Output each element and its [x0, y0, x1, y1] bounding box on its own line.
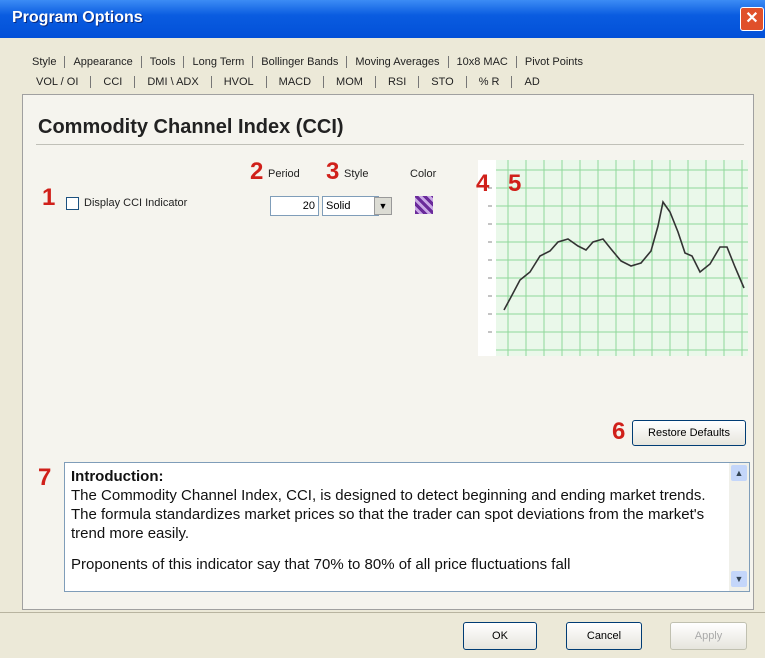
separator — [0, 612, 765, 613]
tab[interactable]: % R — [465, 76, 512, 88]
description-paragraph: Proponents of this indicator say that 70… — [71, 556, 571, 573]
tab[interactable]: MACD — [265, 76, 323, 88]
callout: 5 — [508, 170, 522, 197]
tab[interactable]: CCI — [90, 76, 134, 88]
description-text: Introduction: The Commodity Channel Inde… — [71, 467, 723, 586]
tab[interactable]: STO — [418, 76, 465, 88]
chart-preview — [478, 160, 748, 356]
tab[interactable]: 10x8 MAC — [447, 56, 516, 68]
period-input[interactable]: 20 — [270, 196, 319, 216]
window-title: Program Options — [12, 9, 143, 26]
callout: 2 — [250, 158, 264, 185]
tab[interactable]: Pivot Points — [515, 56, 591, 68]
style-label: Style — [344, 168, 369, 180]
axis-ticks — [488, 187, 492, 333]
callout: 6 — [612, 418, 626, 445]
preview-line — [503, 200, 745, 311]
plot-area — [496, 160, 748, 356]
scroll-up[interactable]: ▲ — [731, 465, 747, 481]
callout: 4 — [476, 170, 490, 197]
tab[interactable]: RSI — [374, 76, 418, 88]
description-paragraph: The Commodity Channel Index, CCI, is des… — [71, 487, 706, 542]
tab[interactable]: Bollinger Bands — [252, 56, 346, 68]
callout: 7 — [38, 464, 52, 491]
callout: 3 — [326, 158, 340, 185]
tab[interactable]: Style — [32, 56, 57, 68]
style-select[interactable]: Solid — [322, 196, 379, 216]
scroll-down[interactable]: ▼ — [731, 571, 747, 587]
tab[interactable]: Appearance — [64, 56, 140, 68]
description-box: Introduction: The Commodity Channel Inde… — [64, 462, 750, 592]
tab[interactable]: DMI \ ADX — [134, 76, 210, 88]
cancel-button[interactable]: Cancel — [566, 622, 642, 650]
tab-row: Style Appearance Tools Long Term Bollinger B… — [24, 56, 591, 68]
checkbox-label: Display CCI Indicator — [84, 197, 188, 209]
period-label: Period — [268, 168, 300, 180]
tab[interactable]: Moving Averages — [346, 56, 447, 68]
apply-button[interactable]: Apply — [670, 622, 747, 650]
title-bar — [0, 0, 765, 38]
section-heading: Commodity Channel Index (CCI) — [38, 116, 344, 138]
color-label: Color — [410, 168, 437, 180]
tab-row: VOL / OI CCI DMI \ ADX HVOL MACD MOM RSI STO% R… — [24, 76, 552, 88]
preview-grid — [496, 160, 748, 356]
color-swatch[interactable] — [415, 196, 433, 214]
description-heading: Introduction: — [71, 468, 164, 485]
ok-button[interactable]: OK — [463, 622, 537, 650]
close-button[interactable]: ✕ — [740, 7, 764, 31]
tab[interactable]: Tools — [140, 56, 184, 68]
checkbox[interactable] — [66, 197, 79, 210]
callout: 1 — [42, 184, 56, 211]
tab[interactable]: AD — [511, 76, 551, 88]
scrollbar[interactable]: ▲ ▼ — [729, 463, 749, 591]
y-axis-strip — [478, 160, 496, 356]
separator — [36, 144, 744, 145]
tab[interactable]: Long Term — [183, 56, 252, 68]
tab[interactable]: VOL / OI — [36, 76, 79, 88]
tab[interactable]: MOM — [323, 76, 375, 88]
dropdown-arrow[interactable]: ▼ — [374, 197, 392, 215]
tab[interactable]: HVOL — [210, 76, 266, 88]
restore-defaults-button[interactable]: Restore Defaults — [632, 420, 746, 446]
